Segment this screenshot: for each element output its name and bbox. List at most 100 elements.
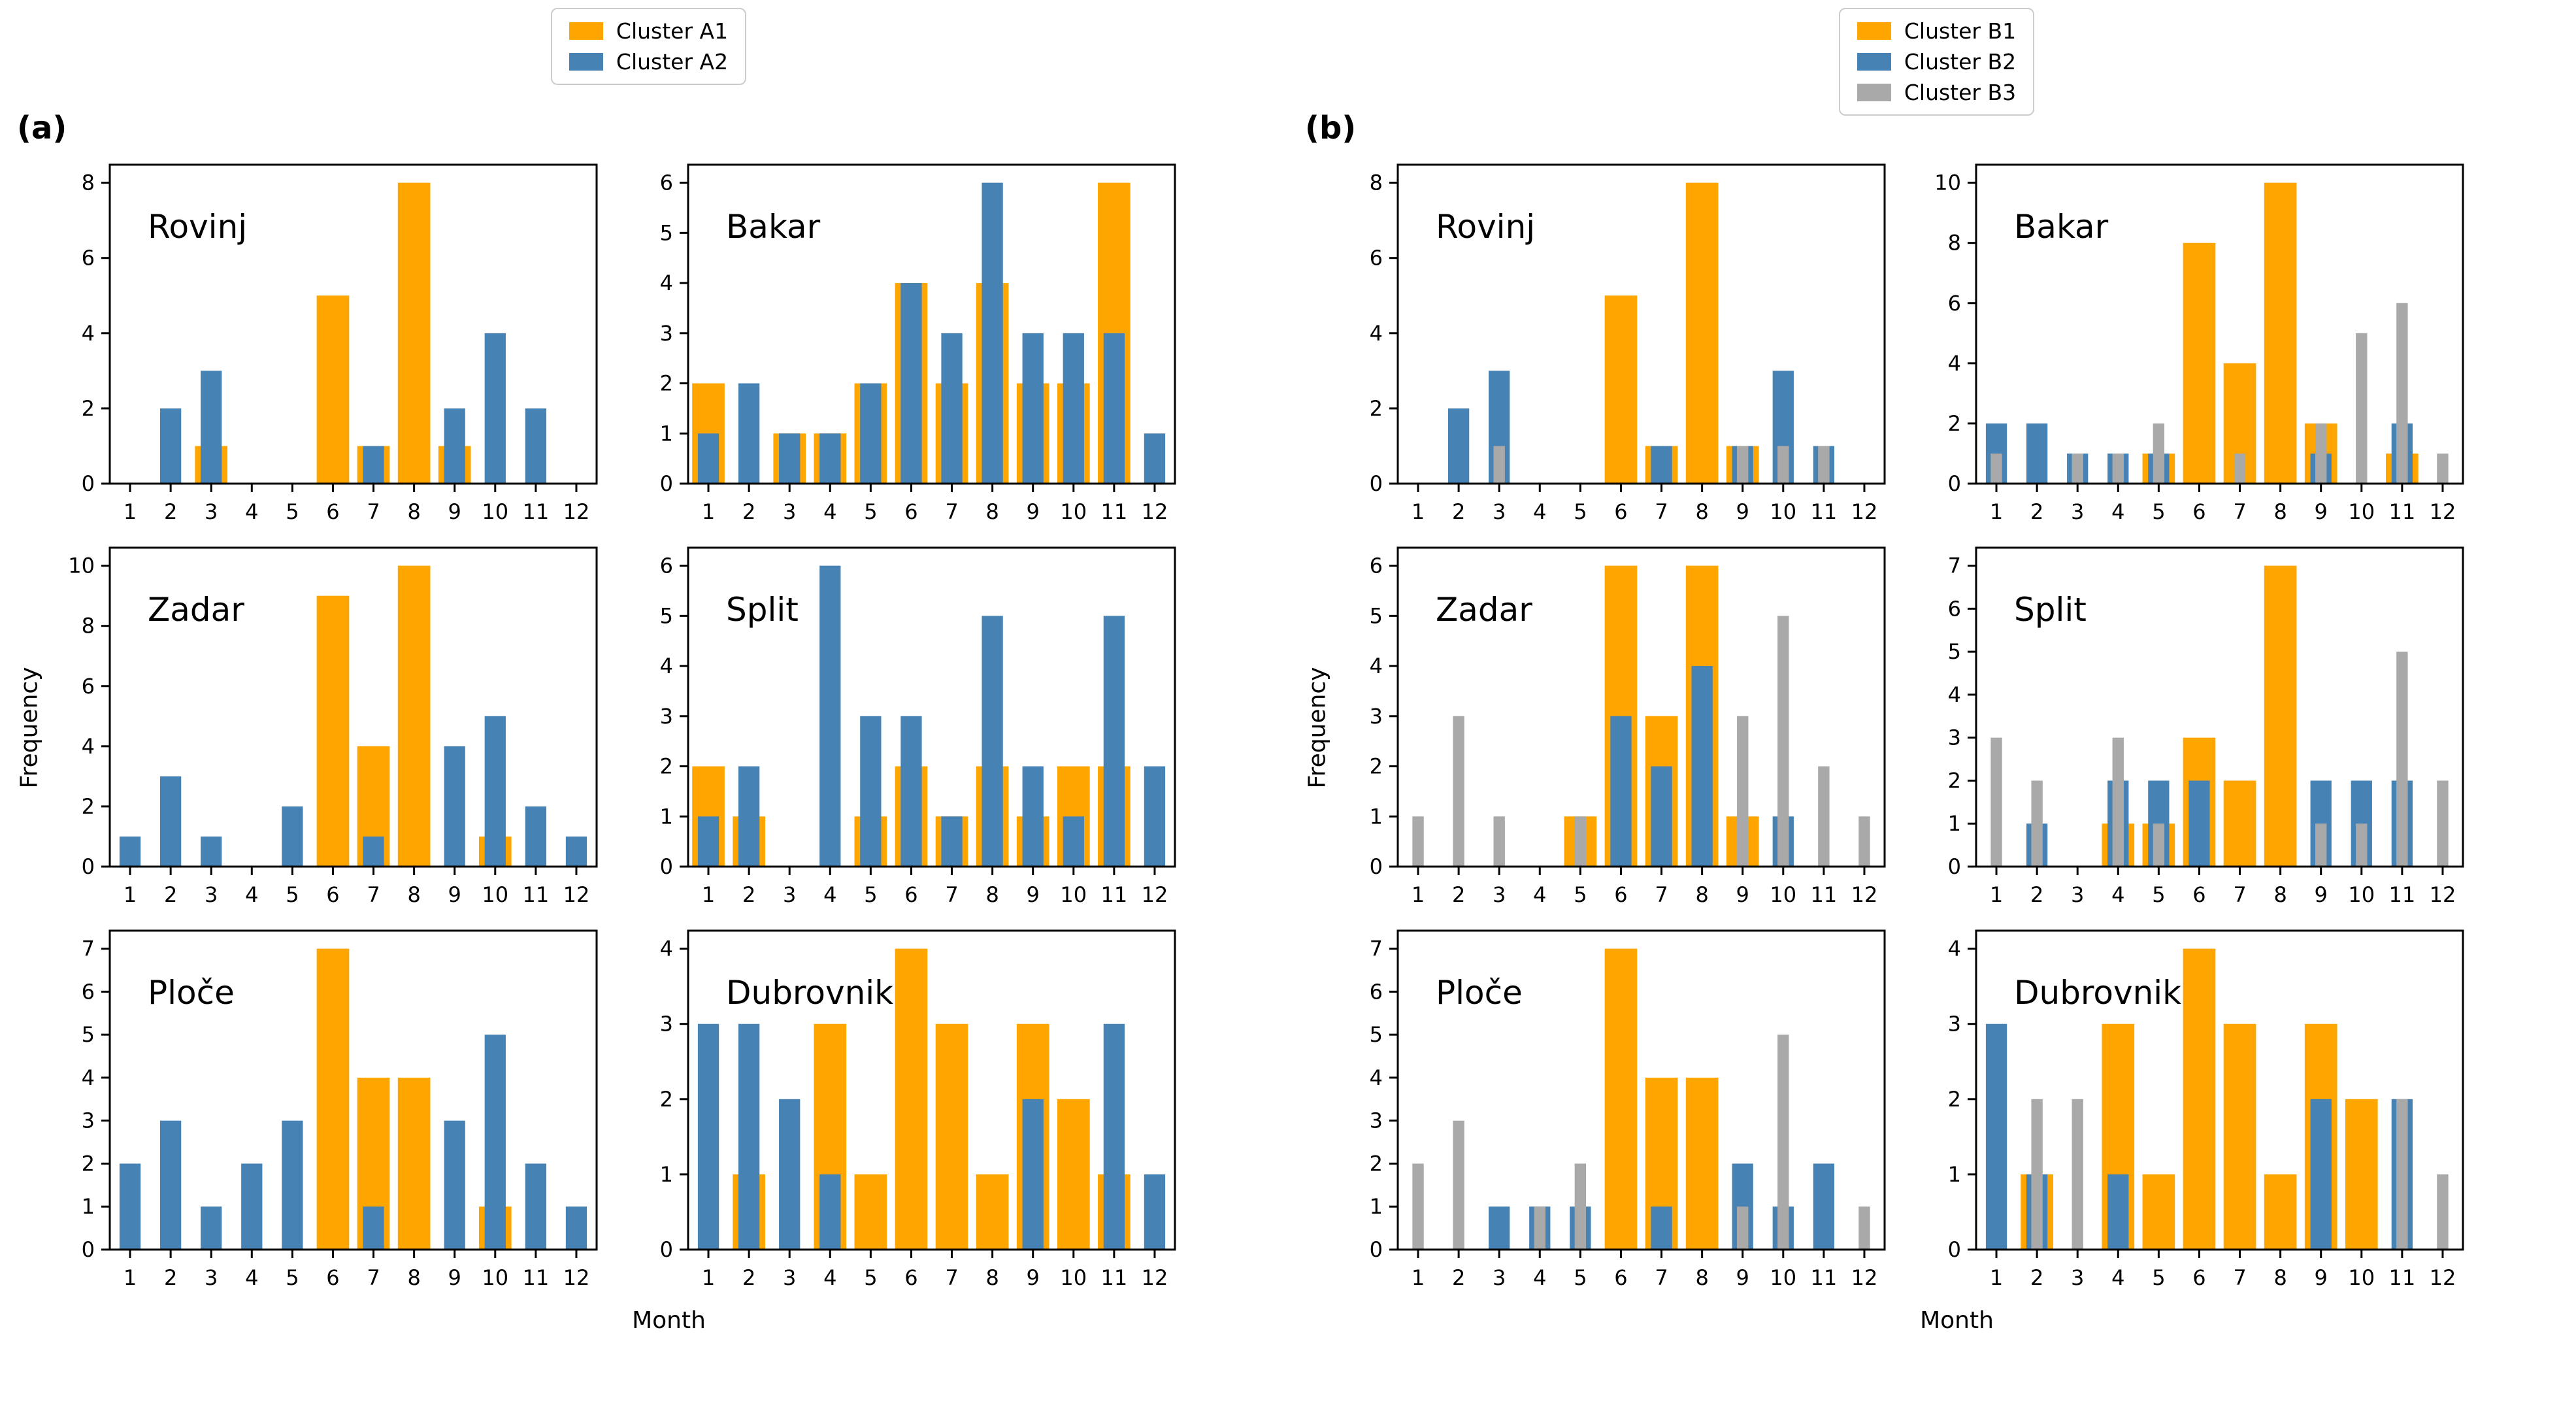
x-tick-label: 7 [945, 1265, 958, 1290]
y-tick-label: 8 [1370, 171, 1383, 195]
x-tick-label: 12 [1142, 882, 1168, 907]
x-tick-label: 2 [742, 882, 755, 907]
y-tick-label: 6 [660, 171, 673, 195]
bar-cluster-a2-month-2 [738, 383, 760, 484]
bar-cluster-b2-month-1 [1985, 1023, 2007, 1250]
panel-a-body: Frequency 0 2 4 6 8 1 2 3 4 5 6 7 8 9 10 11 12 Rovinj 0 1 2 3… [9, 158, 1288, 1297]
bar-cluster-b3-month-9 [2315, 823, 2327, 867]
x-tick-label: 5 [286, 1265, 299, 1290]
bar-cluster-b1-month-8 [1685, 1077, 1719, 1250]
bar-cluster-a2-month-4 [819, 1174, 841, 1250]
bar-cluster-a2-month-8 [982, 616, 1003, 867]
x-tick-label: 5 [286, 499, 299, 524]
y-tick-label: 2 [82, 396, 95, 421]
x-tick-label: 9 [1736, 499, 1749, 524]
bar-cluster-a2-month-9 [444, 746, 465, 867]
x-tick-label: 7 [2233, 499, 2246, 524]
axes-frame [1396, 929, 1886, 1251]
bar-cluster-b2-month-4 [2107, 1174, 2129, 1250]
x-tick-label: 4 [2111, 882, 2124, 907]
x-tick-label: 10 [482, 499, 508, 524]
x-tick-label: 10 [2348, 882, 2375, 907]
x-tick-label: 5 [864, 882, 877, 907]
bar-cluster-a2-month-12 [1144, 433, 1166, 484]
bar-cluster-a2-month-5 [860, 716, 882, 867]
bar-cluster-a2-month-7 [363, 446, 384, 484]
panel-b: (b) Cluster B1 Cluster B2 Cluster B3 Frequ… [1288, 0, 2576, 1411]
x-tick-label: 1 [1412, 1265, 1425, 1290]
bar-cluster-a2-month-12 [1144, 1174, 1166, 1250]
bar-cluster-b1-month-6 [1604, 295, 1638, 484]
x-tick-label: 6 [904, 882, 917, 907]
x-tick-label: 4 [245, 882, 258, 907]
bar-cluster-a2-month-9 [1022, 333, 1044, 484]
x-tick-label: 5 [1574, 499, 1587, 524]
y-axis-label-wrap-a: Frequency [9, 158, 50, 1297]
x-tick-label: 8 [985, 882, 999, 907]
y-tick-label: 4 [82, 1065, 95, 1090]
y-tick-label: 0 [1370, 1237, 1383, 1262]
x-tick-label: 5 [2152, 499, 2165, 524]
x-tick-label: 11 [1811, 499, 1838, 524]
x-tick-label: 2 [164, 1265, 177, 1290]
bar-cluster-a1-month-8 [976, 1174, 1009, 1250]
y-tick-label: 4 [1948, 351, 1961, 376]
bar-cluster-a1-month-5 [854, 1174, 887, 1250]
bar-cluster-b3-month-9 [1737, 446, 1749, 484]
x-tick-label: 3 [783, 882, 796, 907]
bar-cluster-b1-month-7 [2223, 1023, 2256, 1250]
x-tick-label: 4 [245, 1265, 258, 1290]
x-tick-label: 1 [124, 1265, 137, 1290]
x-tick-label: 6 [1614, 1265, 1627, 1290]
bar-cluster-b3-month-3 [2072, 1099, 2083, 1250]
x-tick-label: 8 [2273, 882, 2287, 907]
x-tick-label: 2 [1452, 499, 1465, 524]
bar-cluster-a2-month-2 [159, 408, 182, 484]
x-tick-label: 7 [2233, 882, 2246, 907]
x-tick-label: 12 [2430, 1265, 2456, 1290]
y-tick-label: 1 [1948, 1162, 1961, 1187]
panel-b-header: Cluster B1 Cluster B2 Cluster B3 [1297, 5, 2576, 158]
y-tick-label: 2 [1948, 1087, 1961, 1112]
bar-cluster-a2-month-2 [159, 776, 182, 867]
bar-cluster-a2-month-3 [779, 433, 801, 484]
y-tick-label: 8 [1948, 231, 1961, 256]
bar-cluster-b3-month-12 [1858, 1206, 1870, 1250]
bar-cluster-b3-month-1 [1990, 453, 2002, 484]
panel-a-header: Cluster A1 Cluster A2 [9, 5, 1288, 158]
bar-cluster-b3-month-3 [1493, 446, 1505, 484]
y-tick-label: 4 [660, 937, 673, 961]
bar-cluster-b3-month-2 [2031, 1099, 2043, 1250]
subplot-rovinj-b: 0 2 4 6 8 1 2 3 4 5 6 7 8 9 10 11 12 Rovinj [1338, 158, 1890, 531]
bar-cluster-b3-month-5 [1574, 1163, 1587, 1250]
bar-cluster-a2-month-10 [1063, 333, 1084, 484]
y-tick-label: 6 [1948, 291, 1961, 316]
bar-cluster-b1-month-10 [2345, 1099, 2378, 1250]
y-tick-label: 0 [82, 854, 95, 879]
bar-cluster-a2-month-3 [201, 371, 222, 484]
x-tick-label: 2 [1452, 882, 1465, 907]
x-tick-label: 6 [904, 1265, 917, 1290]
y-tick-label: 4 [660, 271, 673, 295]
x-tick-label: 10 [2348, 1265, 2375, 1290]
bar-cluster-a1-month-6 [316, 595, 350, 867]
x-tick-label: 9 [1027, 882, 1040, 907]
x-tick-label: 2 [164, 499, 177, 524]
x-tick-label: 9 [448, 499, 461, 524]
panel-b-body: Frequency 0 2 4 6 8 1 2 3 4 5 6 7 8 9 10 11 12 Rovinj 0 2 4 6… [1297, 158, 2576, 1297]
x-tick-label: 4 [823, 1265, 836, 1290]
x-tick-label: 2 [1452, 1265, 1465, 1290]
axes-frame [687, 163, 1176, 485]
legend-a: Cluster A1 Cluster A2 [550, 8, 747, 85]
subplot-bakar-b: 0 2 4 6 8 10 1 2 3 4 5 6 7 8 9 10 11 12 Bakar [1916, 158, 2468, 531]
bar-cluster-a1-month-6 [316, 948, 350, 1250]
y-tick-label: 0 [1948, 1237, 1961, 1262]
y-tick-label: 6 [82, 979, 95, 1004]
bar-cluster-a2-month-1 [697, 433, 719, 484]
x-tick-label: 7 [367, 882, 380, 907]
x-tick-label: 7 [945, 499, 958, 524]
